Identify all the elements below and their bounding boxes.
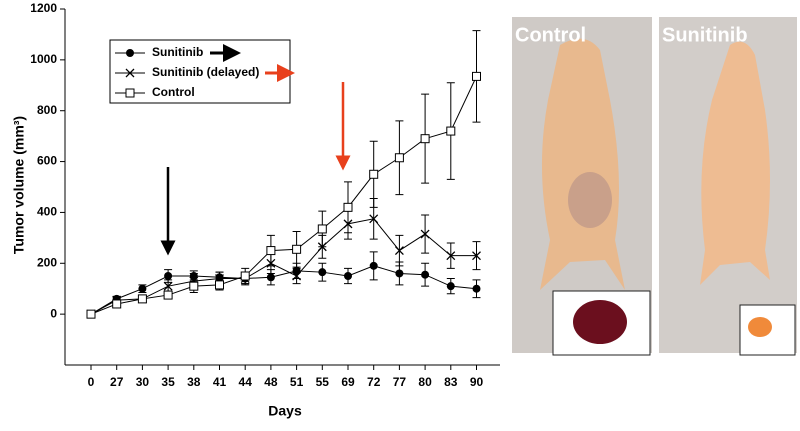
y-tick-label: 600 bbox=[37, 154, 57, 168]
marker bbox=[472, 284, 481, 293]
series-line bbox=[90, 218, 477, 315]
legend-label: Control bbox=[152, 85, 195, 99]
x-tick-label: 90 bbox=[470, 375, 484, 389]
x-tick-label: 72 bbox=[367, 375, 381, 389]
series-line bbox=[90, 76, 477, 315]
marker bbox=[125, 88, 135, 98]
marker bbox=[446, 126, 456, 136]
marker bbox=[125, 68, 135, 78]
legend-label: Sunitinib (delayed) bbox=[152, 65, 259, 79]
marker bbox=[292, 244, 302, 254]
photo-label: Sunitinib bbox=[662, 24, 748, 46]
marker bbox=[394, 153, 404, 163]
marker bbox=[369, 169, 379, 179]
marker bbox=[215, 280, 224, 290]
marker bbox=[343, 202, 353, 212]
marker bbox=[420, 134, 430, 144]
x-tick-label: 41 bbox=[213, 375, 227, 389]
marker bbox=[317, 224, 327, 234]
y-tick-label: 1000 bbox=[30, 52, 57, 66]
marker bbox=[420, 229, 430, 239]
x-tick-label: 69 bbox=[341, 375, 355, 389]
x-tick-label: 80 bbox=[418, 375, 432, 389]
marker bbox=[163, 290, 173, 300]
y-tick-label: 400 bbox=[37, 205, 57, 219]
legend-label: Sunitinib bbox=[152, 45, 203, 59]
x-tick-label: 48 bbox=[264, 375, 278, 389]
y-axis-label: Tumor volume (mm³) bbox=[11, 116, 27, 254]
marker bbox=[472, 71, 481, 81]
x-axis-label: Days bbox=[268, 403, 302, 419]
marker bbox=[318, 268, 327, 277]
marker bbox=[137, 294, 147, 304]
marker bbox=[138, 284, 147, 293]
marker bbox=[369, 261, 378, 270]
marker bbox=[344, 272, 352, 280]
marker bbox=[266, 246, 276, 256]
x-tick-label: 35 bbox=[161, 375, 175, 389]
x-tick-label: 77 bbox=[393, 375, 407, 389]
x-tick-label: 38 bbox=[187, 375, 201, 389]
marker bbox=[292, 271, 302, 281]
marker bbox=[240, 271, 250, 281]
y-tick-label: 1200 bbox=[30, 1, 57, 15]
marker bbox=[394, 246, 404, 256]
marker bbox=[446, 282, 455, 291]
x-tick-label: 0 bbox=[88, 375, 95, 389]
marker bbox=[472, 251, 481, 261]
x-tick-label: 30 bbox=[136, 375, 150, 389]
y-tick-label: 0 bbox=[50, 306, 57, 320]
marker bbox=[112, 299, 122, 309]
x-tick-label: 27 bbox=[110, 375, 124, 389]
y-tick-label: 200 bbox=[37, 255, 57, 269]
x-tick-label: 55 bbox=[316, 375, 330, 389]
marker bbox=[163, 281, 173, 291]
photo-label: Control bbox=[515, 24, 586, 46]
marker bbox=[395, 269, 404, 278]
marker bbox=[369, 214, 379, 224]
photo-control: Control bbox=[512, 17, 652, 356]
photo-sunitinib: Sunitinib bbox=[659, 17, 797, 356]
y-tick-label: 800 bbox=[37, 103, 57, 117]
marker bbox=[446, 251, 456, 261]
series-line bbox=[90, 265, 477, 315]
x-tick-label: 44 bbox=[239, 375, 253, 389]
x-tick-label: 83 bbox=[444, 375, 458, 389]
marker bbox=[164, 272, 173, 280]
marker bbox=[126, 49, 134, 57]
marker bbox=[266, 273, 275, 282]
marker bbox=[189, 281, 199, 291]
x-tick-label: 51 bbox=[290, 375, 304, 389]
marker bbox=[421, 270, 430, 279]
marker bbox=[86, 309, 96, 319]
